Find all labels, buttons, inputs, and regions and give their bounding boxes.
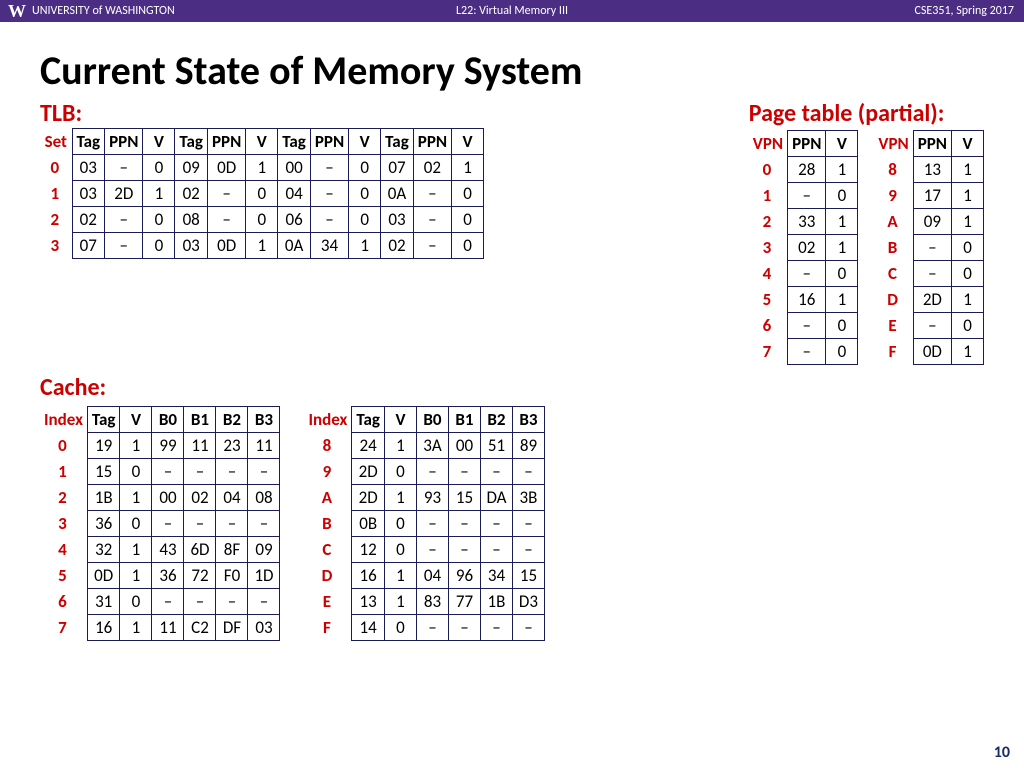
slide-content: Current State of Memory System TLB: SetT… [0, 22, 1024, 641]
tlb-table: SetTagPPNVTagPPNVTagPPNVTagPPNV003–0090D… [40, 128, 484, 259]
uw-logo: W UNIVERSITY of WASHINGTON [8, 1, 175, 22]
page-table-left: VPNPPNV02811–0233130214–051616–07–0 [749, 130, 859, 365]
cache-table-left: IndexTagVB0B1B2B30191991123111150––––21B… [40, 406, 280, 641]
page-table-right: VPNPPNV81319171A091B–0C–0D2D1E–0F0D1 [874, 130, 984, 365]
page-title: Current State of Memory System [40, 46, 984, 95]
top-bar: W UNIVERSITY of WASHINGTON L22: Virtual … [0, 0, 1024, 22]
cache-table-right: IndexTagVB0B1B2B382413A00518992D0––––A2D… [304, 406, 544, 641]
course-label: CSE351, Spring 2017 [915, 4, 1014, 18]
page-table-label: Page table (partial): [749, 99, 984, 128]
w-logo-icon: W [8, 1, 26, 22]
tlb-label: TLB: [40, 99, 484, 128]
slide-number: 10 [994, 743, 1010, 762]
lecture-title: L22: Virtual Memory III [456, 4, 568, 18]
cache-label: Cache: [40, 373, 984, 402]
university-name: UNIVERSITY of WASHINGTON [32, 4, 175, 18]
